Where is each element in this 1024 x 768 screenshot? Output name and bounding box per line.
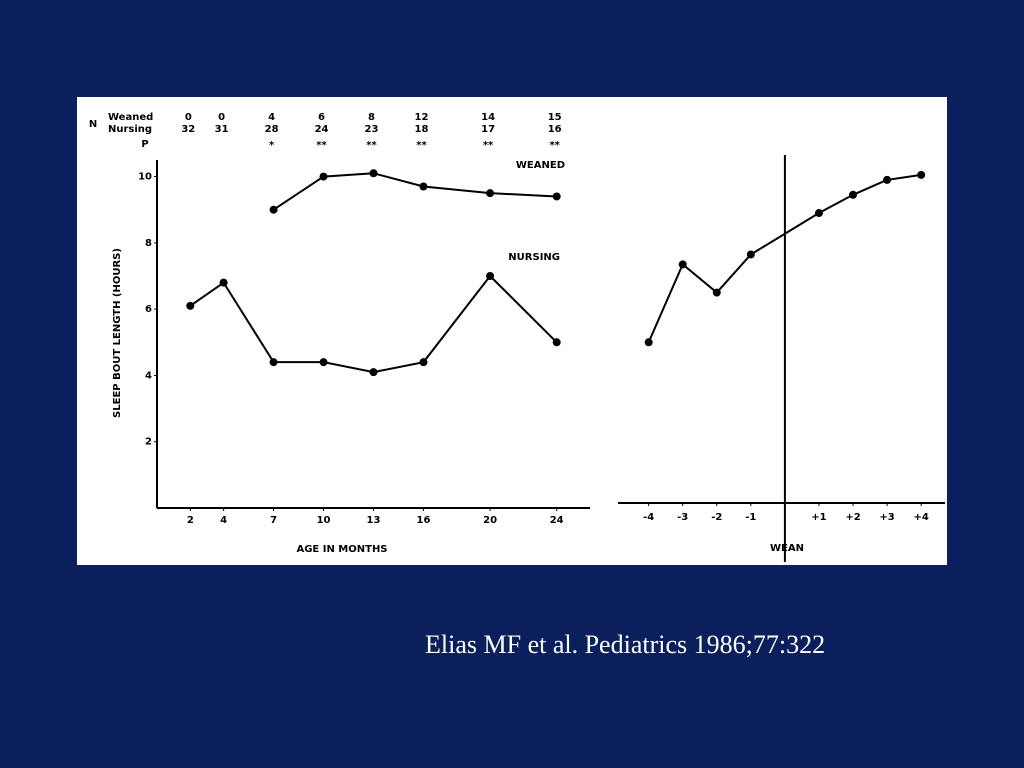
x-axis-label: AGE IN MONTHS [296, 544, 387, 555]
data-point [419, 182, 428, 191]
data-point [849, 190, 858, 199]
data-point [269, 205, 278, 214]
data-point [369, 169, 378, 178]
n-value: 4 [268, 112, 275, 123]
n-value: 32 [181, 124, 195, 135]
data-point [419, 358, 428, 367]
x-tick-label: +2 [845, 512, 860, 523]
p-value: ** [549, 140, 560, 151]
series-label: WEANED [516, 160, 565, 171]
data-point [319, 172, 328, 181]
p-value: * [269, 140, 275, 151]
data-point [552, 192, 561, 201]
figure-panel [77, 97, 947, 565]
n-value: 8 [368, 112, 375, 123]
n-value: 15 [548, 112, 562, 123]
p-value: ** [366, 140, 377, 151]
x-tick-label: 7 [270, 515, 277, 526]
n-value: 23 [365, 124, 379, 135]
data-point [814, 209, 823, 218]
n-value: 6 [318, 112, 325, 123]
citation: Elias MF et al. Pediatrics 1986;77:322 [425, 630, 826, 659]
n-row-label: Weaned [108, 112, 153, 123]
series-line [189, 274, 558, 374]
data-point [269, 358, 278, 367]
y-tick-label: 4 [145, 370, 152, 381]
n-label: N [89, 119, 97, 130]
n-value: 12 [415, 112, 429, 123]
data-point [486, 189, 495, 198]
y-tick-label: 6 [145, 304, 152, 315]
x-tick-label: -1 [745, 512, 756, 523]
data-point [917, 170, 926, 179]
x-tick-label: -4 [643, 512, 654, 523]
n-value: 14 [481, 112, 495, 123]
x-tick-label: 13 [367, 515, 381, 526]
y-tick-label: 8 [145, 238, 152, 249]
data-point [369, 368, 378, 377]
data-point [486, 272, 495, 280]
data-point [644, 338, 653, 347]
x-tick-label: 4 [220, 515, 227, 526]
data-point [219, 278, 228, 287]
n-value: 0 [185, 112, 192, 123]
x-tick-label: +3 [879, 512, 894, 523]
series-line [273, 172, 557, 211]
y-tick-label: 2 [145, 437, 152, 448]
x-tick-label: -3 [677, 512, 688, 523]
n-value: 24 [315, 124, 329, 135]
x-tick-label: 16 [417, 515, 431, 526]
n-value: 16 [548, 124, 562, 135]
n-row-label: Nursing [108, 124, 152, 135]
p-value: ** [316, 140, 327, 151]
data-point [319, 358, 328, 367]
data-point [186, 301, 195, 310]
x-tick-label: 10 [317, 515, 331, 526]
n-value: 28 [265, 124, 279, 135]
x-tick-label: 2 [187, 515, 194, 526]
x-tick-label: 20 [483, 515, 497, 526]
series-line [647, 173, 922, 343]
data-point [746, 250, 755, 259]
data-point [712, 288, 721, 297]
series-label: NURSING [508, 252, 560, 263]
n-value: 18 [415, 124, 429, 135]
p-value: ** [416, 140, 427, 151]
data-point [678, 260, 687, 269]
x-tick-label: +4 [913, 512, 928, 523]
x-tick-label: 24 [550, 515, 564, 526]
n-value: 31 [215, 124, 229, 135]
x-tick-label: +1 [811, 512, 826, 523]
data-point [552, 338, 561, 347]
data-point [883, 175, 892, 184]
y-tick-label: 10 [138, 172, 152, 183]
n-value: 0 [218, 112, 225, 123]
x-axis-label: WEAN [770, 543, 804, 554]
p-value: ** [483, 140, 494, 151]
p-label: P [141, 139, 148, 150]
n-value: 17 [481, 124, 495, 135]
x-tick-label: -2 [711, 512, 722, 523]
y-axis-label: SLEEP BOUT LENGTH (HOURS) [112, 248, 123, 418]
